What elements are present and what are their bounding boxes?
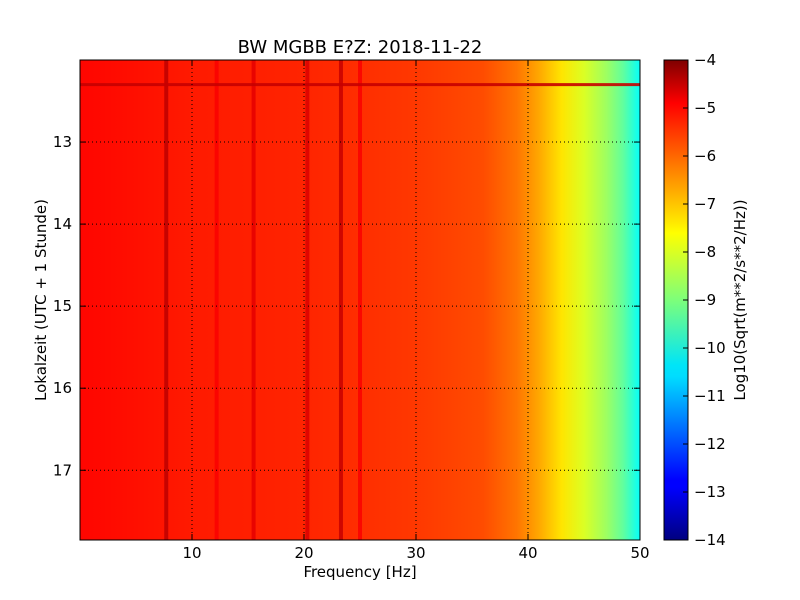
colorbar: −4 −5 −6 −7 −8 −9 −10 −11 −12 −13 −14 Log10(Sqrt(m… [663,51,749,549]
colorbar-tick-label: −11 [694,387,726,405]
colorbar-tick-label: −4 [694,51,716,69]
y-tick-label: 14 [53,215,72,233]
colorbar-tick-label: −10 [694,339,726,357]
colorbar-tick-label: −7 [694,195,716,213]
x-tick-label: 20 [294,544,313,562]
colorbar-tick-label: −6 [694,147,716,165]
colorbar-label: Log10(Sqrt(m**2/s**2/Hz)) [731,199,749,400]
spectral-line [358,60,362,540]
spectral-line [164,60,169,540]
plot-frame [79,59,641,541]
spectral-line [214,60,219,540]
colorbar-tick-label: −13 [694,483,726,501]
y-tick-label: 13 [53,133,72,151]
spectral-line [305,60,310,540]
y-tick-label: 15 [53,297,72,315]
y-tick-label: 17 [53,461,72,479]
x-tick-label: 50 [630,544,649,562]
x-tick-label: 10 [182,544,201,562]
y-axis-label: Lokalzeit (UTC + 1 Stunde) [32,199,50,401]
colorbar-tick-label: −9 [694,291,716,309]
spectral-lines [80,60,640,540]
spectral-line [251,60,256,540]
colorbar-tick-label: −12 [694,435,726,453]
spectral-line [338,60,343,540]
colorbar-tick-label: −5 [694,99,716,117]
grid-lines [80,60,640,540]
y-tick-label: 16 [53,379,72,397]
colorbar-tick-label: −14 [694,531,726,549]
y-axis-ticks: 13 14 15 16 17 [53,133,640,479]
horizontal-band [80,83,640,87]
chart-title: BW MGBB E?Z: 2018-11-22 [238,37,483,58]
x-tick-label: 30 [406,544,425,562]
x-tick-label: 40 [518,544,537,562]
x-axis-ticks: 10 20 30 40 50 [182,60,650,562]
colorbar-ticks: −4 −5 −6 −7 −8 −9 −10 −11 −12 −13 −14 [683,51,726,549]
plot-area [80,60,640,540]
x-axis-label: Frequency [Hz] [303,563,416,581]
colorbar-tick-label: −8 [694,243,716,261]
